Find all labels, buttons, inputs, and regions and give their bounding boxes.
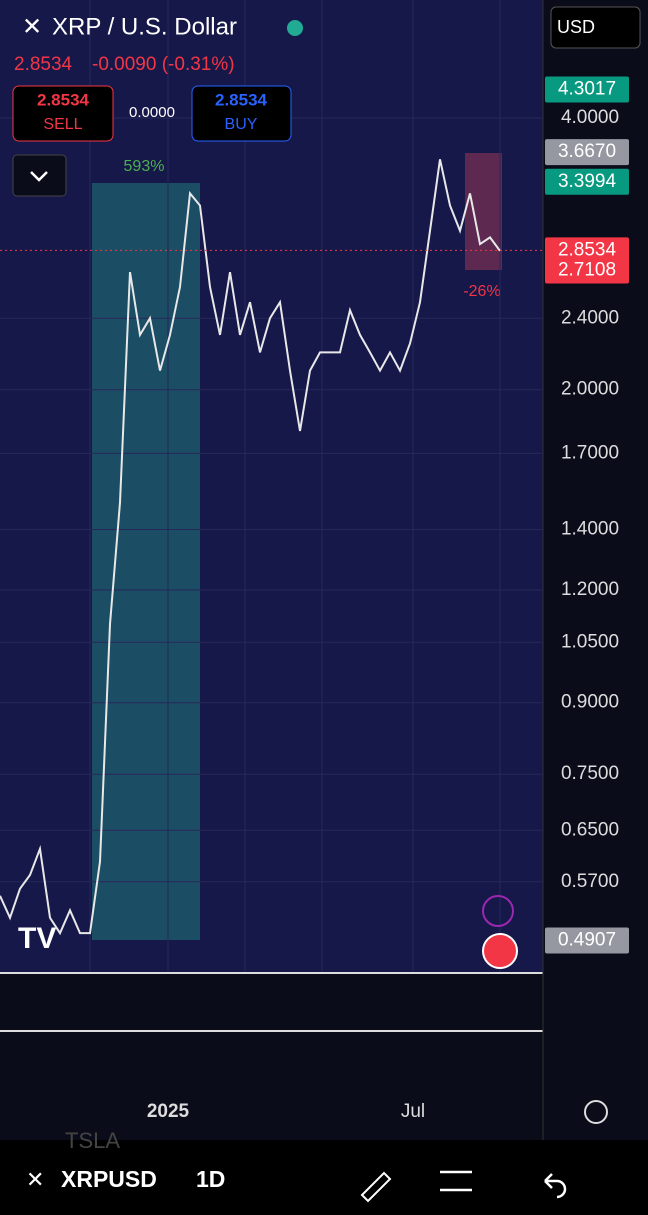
y-tick-label: 4.0000: [561, 107, 619, 128]
indicators-icon[interactable]: [440, 1170, 472, 1192]
ghost-symbol: TSLA: [65, 1128, 120, 1153]
tv-logo: TV: [18, 922, 56, 955]
price-badge-label: 2.8534: [558, 239, 617, 260]
y-tick-label: 0.5700: [561, 871, 619, 892]
price-badge: [545, 237, 629, 264]
chevron-icon: [30, 171, 48, 182]
price-badge-label: 3.6670: [558, 141, 616, 162]
draw-icon[interactable]: [360, 1171, 392, 1203]
sell-button[interactable]: [12, 85, 114, 142]
sell-label: SELL: [43, 116, 82, 133]
price-badge: [545, 927, 629, 954]
price-line: [0, 159, 501, 936]
interval[interactable]: 1D: [196, 1166, 225, 1192]
measure-down-box: [465, 153, 502, 270]
price-badge-label: 3.3994: [558, 171, 617, 192]
spread: 0.0000: [129, 104, 175, 121]
close-symbol-icon[interactable]: ✕: [26, 1167, 44, 1192]
price-change: -0.0090 (-0.31%): [92, 54, 235, 75]
y-tick-label: 0.7500: [561, 763, 619, 784]
currency-select[interactable]: [550, 6, 641, 49]
price: 2.8534: [14, 54, 73, 75]
price-badge: [545, 76, 629, 103]
y-tick-label: 2.4000: [561, 307, 619, 328]
buy-price: 2.8534: [215, 90, 268, 109]
currency: USD: [557, 17, 595, 37]
price-badge: [545, 168, 629, 195]
y-tick-label: 1.7000: [561, 442, 619, 463]
y-tick-label: 1.2000: [561, 579, 619, 600]
time-label: Jul: [401, 1101, 425, 1122]
y-tick-label: 0.9000: [561, 692, 619, 713]
sell-price: 2.8534: [37, 90, 90, 109]
y-tick-label: 1.0500: [561, 631, 619, 652]
measure-down-label: -26%: [463, 283, 500, 300]
y-tick-label: 2.0000: [561, 379, 619, 400]
settings-icon[interactable]: [584, 1100, 608, 1124]
status-dot: [287, 20, 303, 36]
measure-up-box: [92, 183, 200, 940]
price-badge-label: 4.3017: [558, 79, 616, 100]
buy-label: BUY: [225, 116, 258, 133]
assistant-icon[interactable]: [482, 895, 514, 927]
symbol-title: XRP / U.S. Dollar: [52, 13, 237, 40]
y-tick-label: 0.6500: [561, 819, 619, 840]
collapse-button[interactable]: [12, 154, 67, 197]
buy-button[interactable]: [191, 85, 292, 142]
price-badge: [545, 139, 629, 166]
symbol[interactable]: XRPUSD: [61, 1166, 157, 1192]
undo-icon[interactable]: [544, 1173, 567, 1199]
flag-icon[interactable]: [482, 933, 518, 969]
bottom-bar: [0, 1150, 648, 1210]
time-label: 2025: [147, 1101, 190, 1122]
price-badge-label: 2.7108: [558, 260, 616, 281]
measure-up-label: 593%: [124, 158, 165, 175]
price-badge-label: 0.4907: [558, 930, 616, 951]
close-icon[interactable]: ✕: [22, 13, 42, 40]
price-badge: [545, 257, 629, 284]
plot-area: [0, 0, 543, 972]
y-tick-label: 1.4000: [561, 519, 619, 540]
